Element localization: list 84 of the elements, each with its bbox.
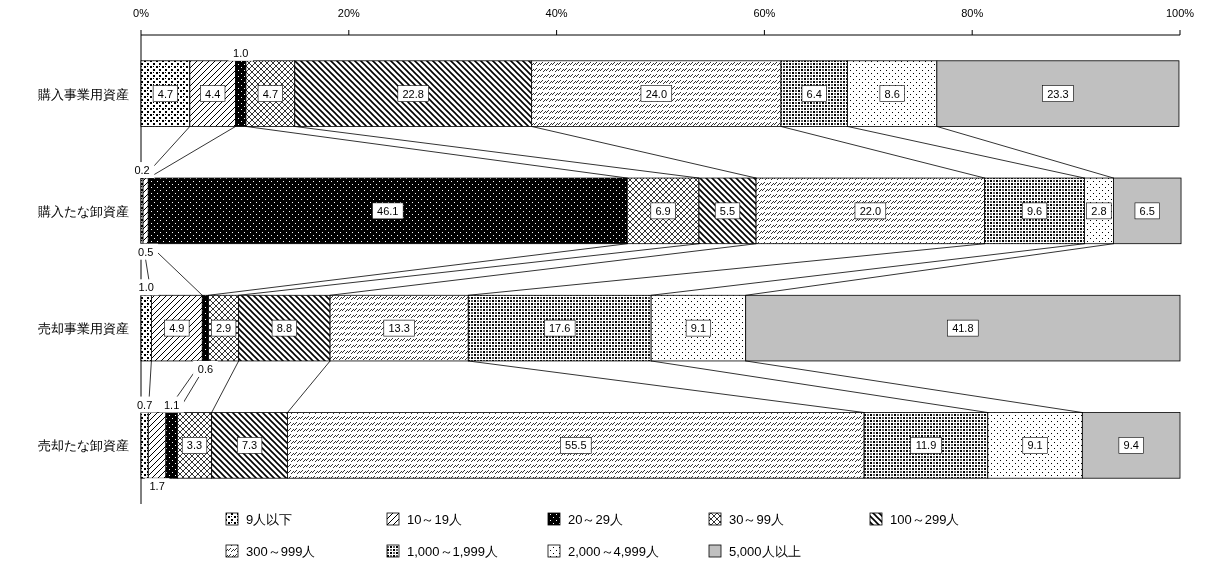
data-label: 8.6 [884, 87, 900, 100]
x-tick-label: 100% [1165, 7, 1195, 19]
y-tick-label: 売却事業用資産 [38, 321, 129, 337]
x-tick-label: 80% [961, 7, 984, 19]
y-tick-label: 売却たな卸資産 [38, 438, 129, 454]
data-label: 4.4 [205, 87, 221, 100]
label: 9.1 [685, 319, 711, 337]
data-label: 9.1 [690, 322, 707, 335]
label: 8.6 [879, 85, 905, 102]
label: 4.7 [257, 85, 283, 102]
label: 9.6 [1021, 202, 1048, 220]
legend-label: 2,000～4,999人 [568, 544, 660, 559]
label: 22.0 [854, 202, 887, 220]
x-tick-label: 60% [753, 7, 776, 19]
data-label: 1.1 [164, 398, 180, 411]
data-label: 13.3 [388, 322, 410, 335]
data-label: 9.1 [1027, 439, 1043, 452]
legend-label: 5,000人以上 [729, 544, 801, 559]
data-label: 1.0 [233, 46, 249, 59]
data-label: 9.6 [1026, 204, 1043, 217]
data-label: 22.8 [402, 87, 424, 100]
label: 17.6 [544, 319, 576, 337]
data-label: 9.4 [1123, 439, 1139, 452]
legend-label: 10～19人 [407, 512, 462, 527]
data-label: 4.9 [169, 322, 185, 335]
label: 6.4 [801, 85, 827, 102]
label: 6.5 [1134, 202, 1160, 220]
label: 2.8 [1086, 202, 1112, 220]
label: 23.3 [1042, 85, 1074, 102]
data-label: 11.9 [915, 439, 937, 452]
data-label: 6.5 [1139, 204, 1155, 217]
data-label: 0.7 [136, 398, 153, 411]
data-label: 8.8 [276, 322, 293, 335]
data-label: 0.6 [197, 362, 214, 375]
label: 1.1 [159, 396, 184, 413]
data-label: 6.9 [655, 204, 671, 217]
label: 22.8 [397, 85, 429, 102]
label: 5.5 [714, 202, 741, 220]
data-label: 2.8 [1091, 204, 1107, 217]
label: 41.8 [947, 319, 979, 337]
label: 9.1 [1022, 437, 1048, 454]
data-label: 17.6 [549, 322, 571, 335]
label: 3.3 [181, 437, 208, 454]
data-label: 3.3 [186, 439, 203, 452]
label: 6.9 [650, 202, 676, 220]
data-label: 6.4 [806, 87, 822, 100]
data-label: 2.9 [215, 322, 232, 335]
data-label: 55.5 [565, 439, 587, 452]
label: 2.9 [211, 319, 237, 337]
data-label: 1.7 [149, 480, 165, 493]
data-label: 23.3 [1047, 87, 1069, 100]
label: 4.4 [200, 85, 226, 102]
label: 24.0 [640, 85, 673, 102]
label: 55.5 [560, 437, 592, 454]
label: 9.4 [1118, 437, 1144, 454]
x-tick-label: 0% [133, 7, 150, 19]
data-label: 24.0 [645, 87, 668, 100]
label: 4.9 [164, 319, 190, 337]
label: 13.3 [383, 319, 415, 337]
data-label: 5.5 [719, 204, 736, 217]
label: 46.1 [372, 202, 404, 220]
data-label: 46.1 [377, 204, 399, 217]
label: 8.8 [271, 319, 297, 337]
data-label: 7.3 [241, 439, 258, 452]
legend-label: 30～99人 [729, 512, 784, 527]
data-label: 0.5 [138, 245, 154, 258]
y-tick-label: 購入事業用資産 [38, 86, 129, 102]
data-label: 1.0 [138, 281, 154, 294]
x-tick-label: 20% [337, 7, 361, 19]
data-label: 22.0 [859, 204, 882, 217]
data-label: 41.8 [952, 322, 974, 335]
legend-label: 1,000～1,999人 [407, 544, 499, 559]
label: 11.9 [910, 437, 942, 454]
legend-label: 300～999人 [246, 544, 316, 559]
data-label: 4.7 [157, 87, 174, 100]
legend-label: 20～29人 [568, 512, 623, 527]
data-label: 0.2 [134, 164, 150, 177]
legend-label: 9人以下 [246, 512, 293, 527]
label: 4.7 [152, 85, 178, 102]
x-tick-label: 40% [545, 7, 568, 19]
y-tick-label: 購入たな卸資産 [38, 203, 129, 219]
data-label: 4.7 [262, 87, 278, 100]
label: 7.3 [237, 437, 263, 454]
legend-label: 100～299人 [890, 512, 960, 527]
